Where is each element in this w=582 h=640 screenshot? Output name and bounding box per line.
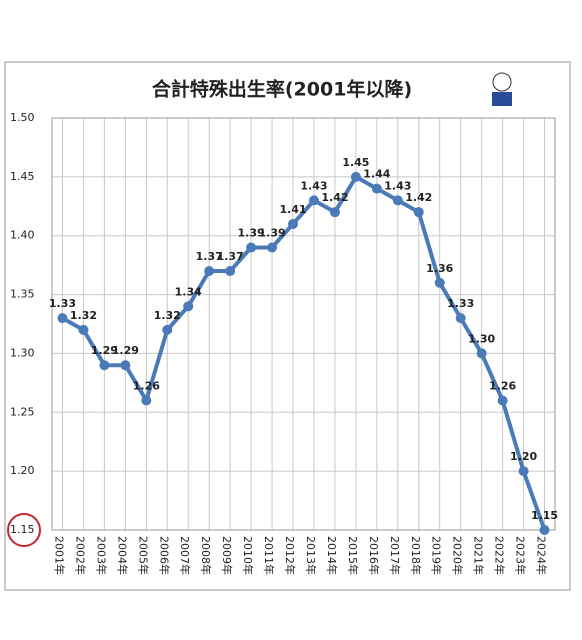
value-label: 1.42 [321, 191, 348, 204]
mascot-icon [492, 72, 512, 106]
y-tick-label: 1.30 [10, 346, 35, 359]
point [455, 313, 466, 324]
value-label: 1.43 [300, 179, 327, 192]
point [246, 242, 257, 253]
value-label: 1.26 [489, 380, 516, 393]
point [413, 207, 424, 218]
x-tick-label: 2020年 [451, 536, 465, 575]
point [267, 242, 278, 253]
x-tick-label: 2024年 [535, 536, 549, 575]
y-tick-label: 1.45 [10, 170, 35, 183]
x-tick-label: 2015年 [346, 536, 360, 575]
value-label: 1.45 [342, 156, 369, 169]
point [141, 395, 152, 406]
point [78, 324, 89, 335]
point [329, 207, 340, 218]
point [434, 277, 445, 288]
x-tick-label: 2009年 [220, 536, 234, 575]
x-tick-label: 2011年 [262, 536, 276, 575]
point [371, 183, 382, 194]
point [308, 195, 319, 206]
point [476, 348, 487, 359]
x-tick-label: 2021年 [472, 536, 486, 575]
point [204, 266, 215, 277]
x-tick-label: 2008年 [199, 536, 213, 575]
value-label: 1.37 [217, 250, 244, 263]
x-tick-label: 2016年 [367, 536, 381, 575]
value-label: 1.33 [49, 297, 76, 310]
value-label: 1.36 [426, 262, 453, 275]
y-tick-label: 1.20 [10, 464, 35, 477]
value-label: 1.20 [510, 450, 537, 463]
line [61, 174, 547, 531]
value-label: 1.41 [279, 203, 306, 216]
value-label: 1.39 [238, 226, 265, 239]
value-label: 1.43 [384, 179, 411, 192]
value-label: 1.15 [531, 509, 558, 522]
value-label: 1.32 [70, 309, 97, 322]
x-tick-label: 2012年 [283, 536, 297, 575]
x-tick-label: 2005年 [136, 536, 150, 575]
y-tick-label: 1.25 [10, 405, 35, 418]
point [539, 525, 550, 535]
chart-frame [4, 61, 571, 591]
plot-border [51, 117, 556, 531]
value-label: 1.39 [258, 226, 285, 239]
point [392, 195, 403, 206]
value-label: 1.37 [196, 250, 223, 263]
x-tick-label: 2003年 [94, 536, 108, 575]
x-tick-label: 2006年 [157, 536, 171, 575]
x-tick-label: 2013年 [304, 536, 318, 575]
value-label: 1.44 [363, 168, 390, 181]
value-label: 1.34 [175, 285, 202, 298]
y-tick-label: 1.40 [10, 229, 35, 242]
chart-title: 合計特殊出生率(2001年以降) [152, 78, 412, 101]
y-tick-label: 1.50 [10, 111, 35, 124]
point [183, 301, 194, 312]
value-label: 1.29 [91, 344, 118, 357]
point [99, 360, 110, 371]
y-tick-label: 1.15 [10, 523, 35, 536]
x-tick-label: 2023年 [514, 536, 528, 575]
x-tick-label: 2004年 [115, 536, 129, 575]
x-tick-label: 2010年 [241, 536, 255, 575]
x-tick-label: 2002年 [73, 536, 87, 575]
point [57, 313, 68, 324]
x-tick-label: 2007年 [178, 536, 192, 575]
x-tick-label: 2017年 [388, 536, 402, 575]
value-label: 1.30 [468, 332, 495, 345]
point [518, 466, 529, 477]
x-tick-label: 2018年 [409, 536, 423, 575]
highlight-circle [7, 513, 41, 547]
x-tick-label: 2019年 [430, 536, 444, 575]
point [350, 171, 361, 182]
x-tick-label: 2014年 [325, 536, 339, 575]
value-label: 1.29 [112, 344, 139, 357]
value-label: 1.42 [405, 191, 432, 204]
point [225, 266, 236, 277]
point [497, 395, 508, 406]
value-label: 1.32 [154, 309, 181, 322]
point [288, 218, 299, 229]
value-label: 1.26 [133, 380, 160, 393]
x-tick-label: 2022年 [493, 536, 507, 575]
y-tick-label: 1.35 [10, 288, 35, 301]
point [120, 360, 131, 371]
value-label: 1.33 [447, 297, 474, 310]
x-tick-label: 2001年 [52, 536, 66, 575]
point [162, 324, 173, 335]
